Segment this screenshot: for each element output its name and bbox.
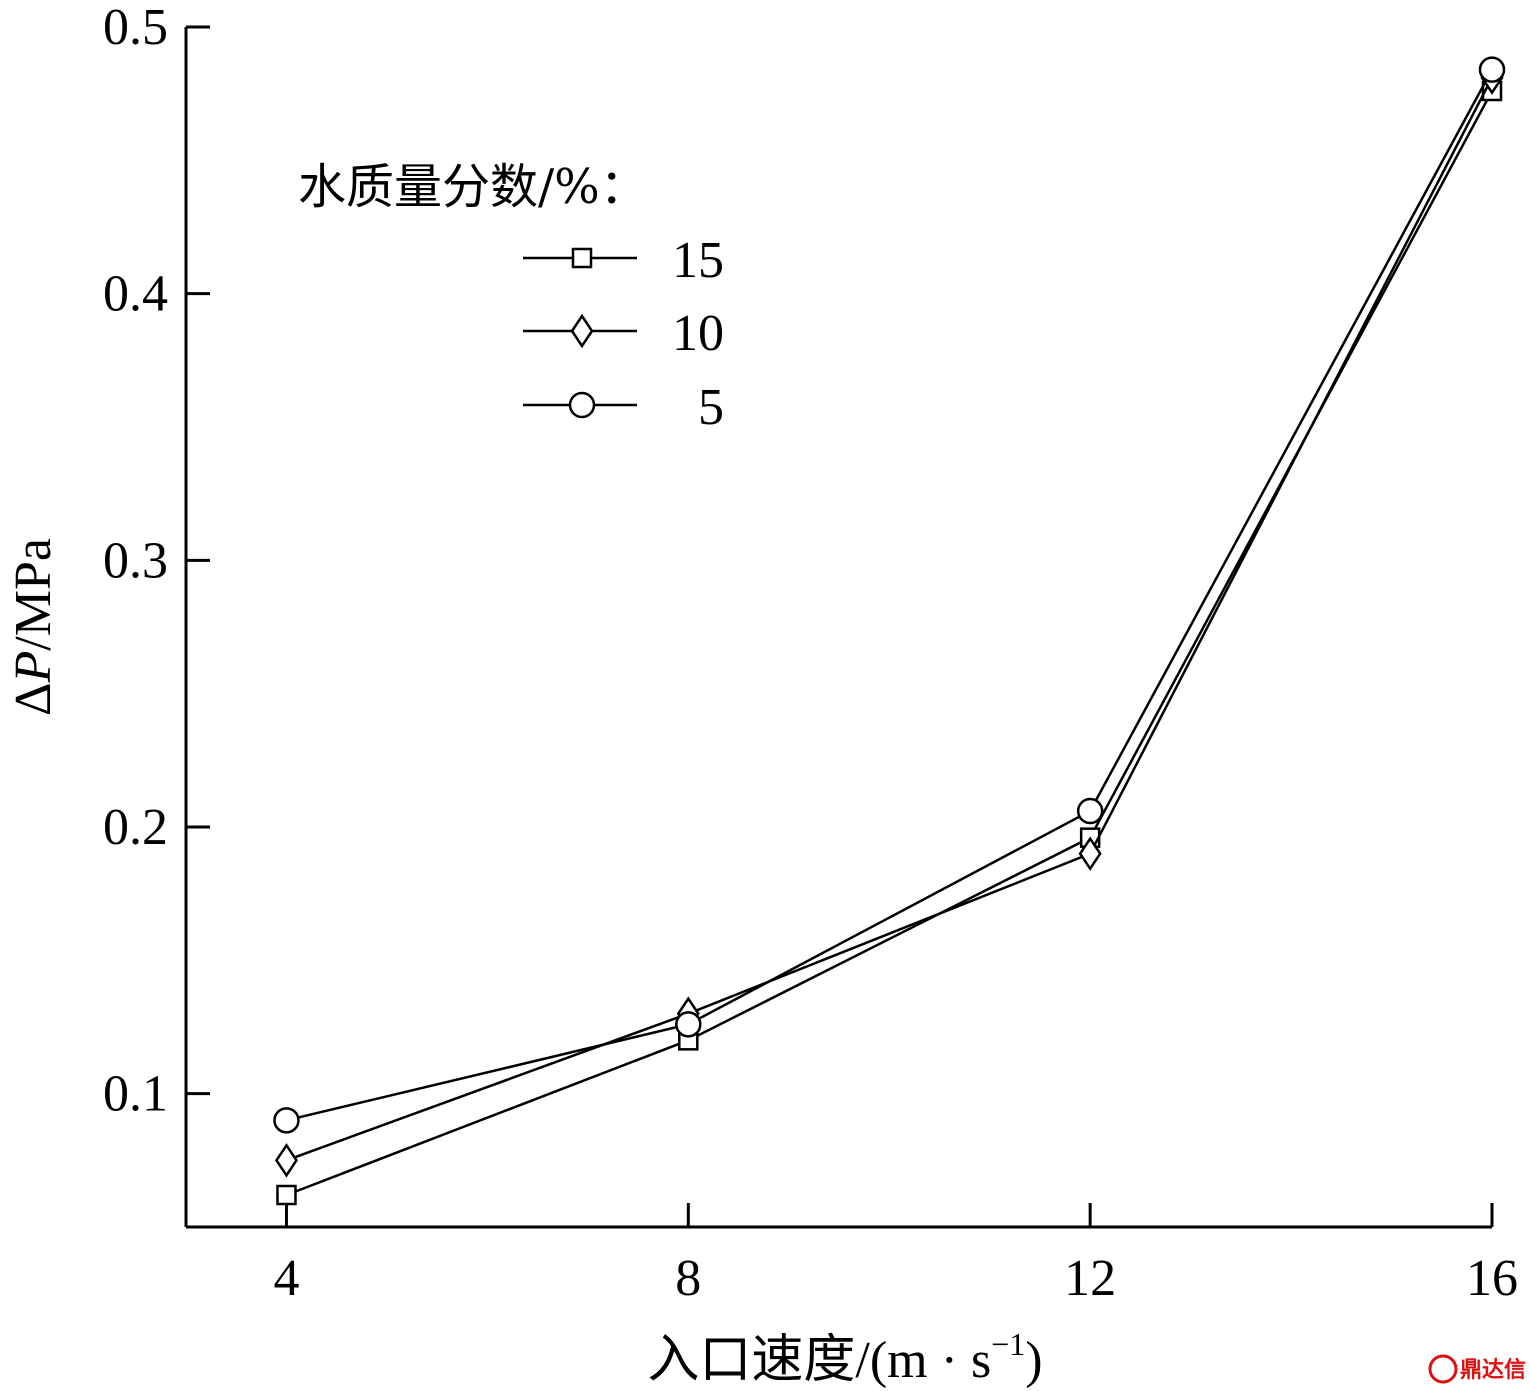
data-point-10 [274,1143,298,1178]
watermark-logo-icon [1428,1354,1458,1384]
data-point-10 [1078,836,1102,871]
watermark: 鼎达信 [1428,1354,1526,1384]
watermark-text: 鼎达信 [1460,1357,1526,1383]
series-line-5 [286,69,1494,1122]
x-ticks: 4 8 12 16 [273,1203,1518,1307]
legend-marker-15 [571,247,593,269]
y-tick-label: 0.2 [103,799,168,856]
data-point-5 [273,1107,300,1134]
y-ticks: 0.1 0.2 0.3 0.4 0.5 [103,0,210,1123]
series-line-15 [286,90,1494,1197]
axes [184,27,1492,1229]
x-tick-label: 16 [1466,1250,1518,1307]
legend-marker-5 [568,391,596,419]
y-tick-label: 0.5 [103,0,168,56]
x-tick-label: 4 [273,1250,299,1307]
y-tick-label: 0.3 [103,532,168,589]
legend-title: 水质量分数/%： [298,159,648,215]
legend-label-15: 15 [672,232,724,289]
legend-label-5: 5 [698,379,724,436]
y-tick-label: 0.4 [103,266,168,323]
y-axis-title: ΔP/MPa [5,538,62,716]
data-point-5 [675,1011,702,1038]
x-tick-label: 8 [675,1250,701,1307]
series-group [273,56,1506,1206]
data-point-5 [1478,56,1506,83]
data-point-15 [276,1184,297,1206]
legend-label-10: 10 [672,305,724,362]
series-line-10 [286,77,1494,1162]
x-axis-title: 入口速度/(m · s−1) [647,1326,1042,1389]
x-tick-label: 12 [1064,1250,1116,1307]
legend: 水质量分数/%： 15 10 5 [298,159,724,436]
data-point-5 [1076,797,1104,825]
legend-marker-10 [570,313,594,349]
y-tick-label: 0.1 [103,1066,168,1123]
